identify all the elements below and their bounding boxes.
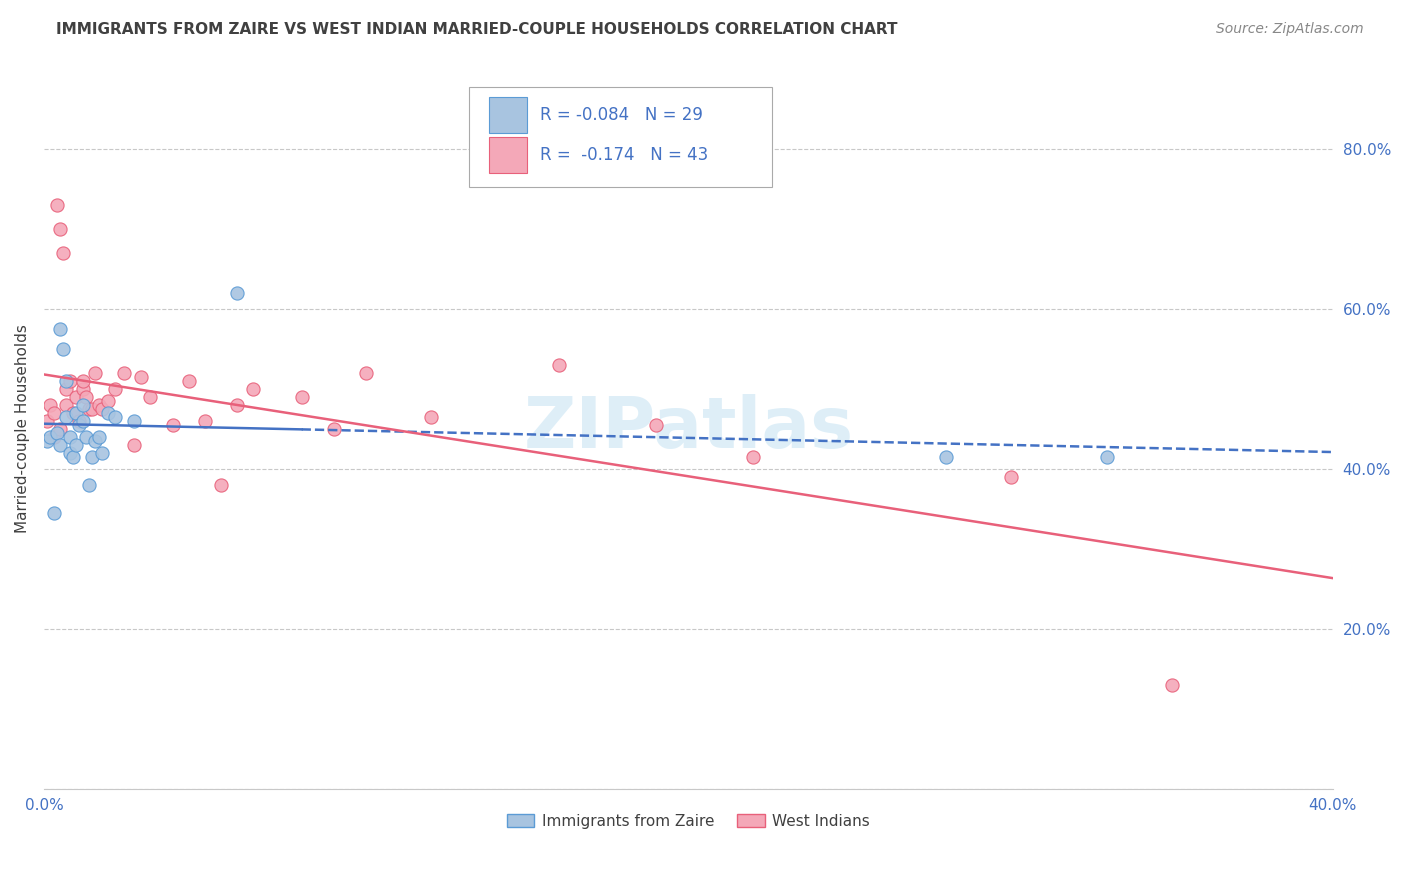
- Point: [129, 369, 152, 384]
- Point: [97, 393, 120, 408]
- Point: [39, 429, 62, 443]
- Point: [226, 285, 249, 300]
- Point: [59, 374, 82, 388]
- Point: [55, 409, 77, 424]
- Point: [77, 477, 100, 491]
- Point: [42, 429, 65, 443]
- Point: [177, 374, 200, 388]
- Text: R =  -0.174   N = 43: R = -0.174 N = 43: [540, 146, 709, 164]
- Point: [90, 401, 112, 416]
- Text: IMMIGRANTS FROM ZAIRE VS WEST INDIAN MARRIED-COUPLE HOUSEHOLDS CORRELATION CHART: IMMIGRANTS FROM ZAIRE VS WEST INDIAN MAR…: [56, 22, 898, 37]
- Point: [162, 417, 184, 432]
- Point: [75, 429, 97, 443]
- Point: [322, 421, 344, 435]
- Point: [52, 245, 75, 260]
- Point: [55, 382, 77, 396]
- Point: [39, 398, 62, 412]
- Point: [104, 382, 127, 396]
- Point: [62, 450, 84, 464]
- Point: [87, 398, 110, 412]
- Point: [72, 413, 94, 427]
- Point: [55, 398, 77, 412]
- Point: [49, 421, 72, 435]
- Point: [122, 437, 145, 451]
- Point: [935, 450, 957, 464]
- Point: [55, 374, 77, 388]
- Point: [82, 401, 104, 416]
- Point: [37, 434, 59, 448]
- Point: [62, 405, 84, 419]
- Text: Source: ZipAtlas.com: Source: ZipAtlas.com: [1216, 22, 1364, 37]
- Point: [45, 197, 67, 211]
- Point: [354, 366, 377, 380]
- Point: [84, 434, 107, 448]
- Point: [419, 409, 441, 424]
- FancyBboxPatch shape: [488, 136, 527, 173]
- Point: [72, 374, 94, 388]
- Point: [645, 417, 668, 432]
- Point: [72, 382, 94, 396]
- Point: [59, 429, 82, 443]
- Text: ZIPatlas: ZIPatlas: [523, 394, 853, 463]
- Point: [42, 405, 65, 419]
- Point: [97, 405, 120, 419]
- Point: [209, 477, 232, 491]
- Point: [59, 445, 82, 459]
- Point: [291, 390, 314, 404]
- Point: [122, 413, 145, 427]
- Point: [75, 390, 97, 404]
- Legend: Immigrants from Zaire, West Indians: Immigrants from Zaire, West Indians: [501, 807, 876, 835]
- Point: [65, 437, 87, 451]
- Point: [42, 506, 65, 520]
- Point: [49, 221, 72, 235]
- Point: [52, 342, 75, 356]
- Point: [104, 409, 127, 424]
- Point: [67, 413, 90, 427]
- Point: [548, 358, 571, 372]
- Point: [49, 437, 72, 451]
- Point: [242, 382, 264, 396]
- Point: [84, 366, 107, 380]
- Point: [65, 405, 87, 419]
- Point: [194, 413, 217, 427]
- Point: [90, 445, 112, 459]
- Point: [65, 390, 87, 404]
- Point: [67, 417, 90, 432]
- Point: [87, 429, 110, 443]
- Point: [1000, 469, 1022, 483]
- Point: [77, 401, 100, 416]
- Y-axis label: Married-couple Households: Married-couple Households: [15, 324, 30, 533]
- Point: [49, 321, 72, 335]
- Text: R = -0.084   N = 29: R = -0.084 N = 29: [540, 106, 703, 124]
- FancyBboxPatch shape: [470, 87, 772, 187]
- Point: [114, 366, 136, 380]
- FancyBboxPatch shape: [488, 97, 527, 133]
- Point: [1160, 677, 1182, 691]
- Point: [1095, 450, 1118, 464]
- Point: [82, 450, 104, 464]
- Point: [37, 413, 59, 427]
- Point: [741, 450, 763, 464]
- Point: [139, 390, 162, 404]
- Point: [45, 425, 67, 440]
- Point: [226, 398, 249, 412]
- Point: [72, 398, 94, 412]
